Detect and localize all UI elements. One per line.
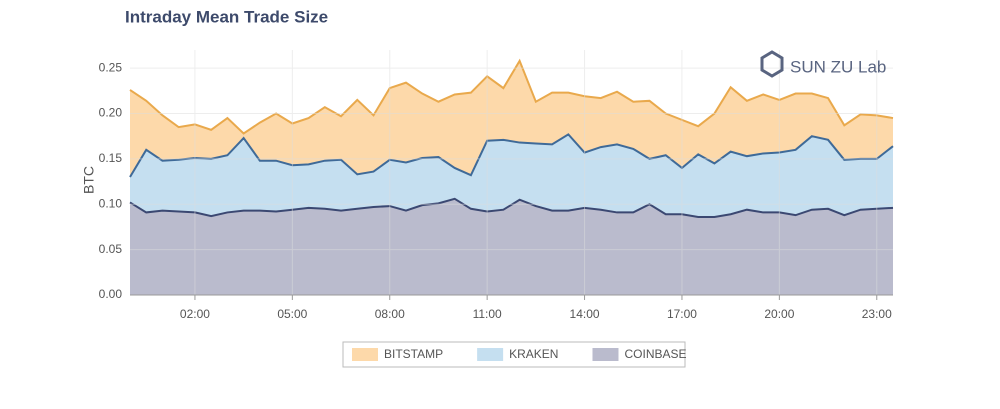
y-tick-label: 0.05 — [99, 242, 123, 256]
line — [129, 58, 894, 135]
x-tick-label: 14:00 — [570, 307, 600, 321]
logo-text: SUN ZU Lab — [790, 57, 886, 76]
legend-label: BITSTAMP — [384, 347, 443, 361]
legend-label: COINBASE — [624, 347, 686, 361]
y-axis-label: BTC — [81, 166, 97, 194]
x-tick-label: 11:00 — [473, 307, 502, 321]
legend-swatch — [592, 348, 619, 361]
x-tick-label: 05:00 — [277, 307, 307, 321]
legend-swatch — [352, 348, 378, 361]
logo-icon — [760, 50, 784, 78]
line — [129, 133, 894, 178]
y-tick-label: 0.10 — [99, 196, 123, 210]
area — [130, 198, 893, 295]
legend-label: KRAKEN — [509, 347, 558, 361]
legend — [342, 341, 686, 368]
y-tick-label: 0.25 — [99, 60, 123, 74]
y-tick-label: 0.15 — [99, 151, 123, 165]
logo: SUN ZU Lab — [760, 50, 886, 78]
x-tick-label: 08:00 — [375, 307, 405, 321]
y-tick-label: 0.00 — [99, 287, 123, 301]
x-tick-label: 20:00 — [764, 307, 794, 321]
x-tick-label: 23:00 — [862, 307, 892, 321]
x-tick-label: 17:00 — [667, 307, 697, 321]
chart-title: Intraday Mean Trade Size — [125, 7, 328, 26]
y-tick-label: 0.20 — [99, 106, 123, 120]
legend-swatch — [477, 348, 504, 361]
x-tick-label: 02:00 — [180, 307, 210, 321]
